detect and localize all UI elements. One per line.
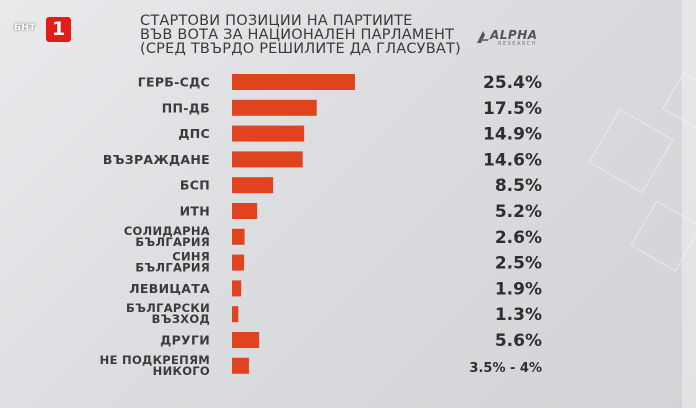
value-label: 1.3% (495, 305, 542, 325)
bar (232, 99, 317, 116)
bar (232, 280, 242, 297)
value-label: 5.6% (495, 331, 542, 351)
category-label: ВЪЗРАЖДАНЕ (103, 152, 210, 167)
bar (232, 125, 305, 142)
value-label: 2.6% (495, 228, 542, 248)
title-line: СТАРТОВИ ПОЗИЦИИ НА ПАРТИИТЕ (140, 13, 413, 29)
bar (232, 74, 355, 90)
channel-text: БНТ (14, 23, 37, 33)
category-label: БЪЛГАРСКИ ВЪЗХОД (126, 301, 210, 326)
source-logo-subtitle: RESEARCH (498, 41, 537, 47)
value-label: 2.5% (495, 254, 542, 274)
channel-logo: БНТ 1 (14, 17, 71, 42)
category-label: ДРУГИ (160, 333, 210, 348)
bar (232, 306, 239, 323)
value-label: 3.5% - 4% (469, 361, 542, 376)
title-line: ВЪВ ВОТА ЗА НАЦИОНАЛЕН ПАРЛАМЕНТ (140, 27, 455, 43)
value-label: 17.5% (483, 99, 542, 119)
category-label: ИТН (180, 204, 210, 219)
bar (232, 151, 303, 168)
bar (232, 203, 258, 219)
category-label: ГЕРБ-СДС (138, 75, 210, 90)
value-label: 8.5% (495, 176, 542, 196)
value-label: 25.4% (483, 73, 542, 93)
category-label: БСП (180, 178, 210, 193)
bar (232, 228, 245, 245)
source-logo-name: ALPHA (490, 28, 538, 42)
title-line: (СРЕД ТВЪРДО РЕШИЛИТЕ ДА ГЛАСУВАТ) (140, 41, 461, 57)
source-logo: ALPHA RESEARCH (476, 28, 556, 50)
bar (232, 177, 274, 194)
bar (232, 254, 245, 271)
bar (232, 332, 260, 348)
value-label: 14.6% (483, 150, 542, 170)
value-label: 1.9% (495, 279, 542, 299)
category-label: ДПС (178, 126, 210, 141)
category-label: ЛЕВИЦАТА (129, 281, 210, 296)
alpha-research-logo-icon (477, 31, 489, 43)
category-label: СОЛИДАРНА БЪЛГАРИЯ (124, 224, 210, 249)
category-label: НЕ ПОДКРЕПЯМ НИКОГО (100, 353, 210, 378)
right-edge-strip (682, 0, 696, 408)
value-label: 14.9% (483, 125, 542, 145)
category-label: ПП-ДБ (162, 100, 210, 115)
bar (232, 357, 249, 374)
category-label: СИНЯ БЪЛГАРИЯ (135, 250, 210, 275)
value-label: 5.2% (495, 202, 542, 222)
channel-number: 1 (46, 17, 71, 42)
chart-title: СТАРТОВИ ПОЗИЦИИ НА ПАРТИИТЕ ВЪВ ВОТА ЗА… (140, 13, 470, 57)
